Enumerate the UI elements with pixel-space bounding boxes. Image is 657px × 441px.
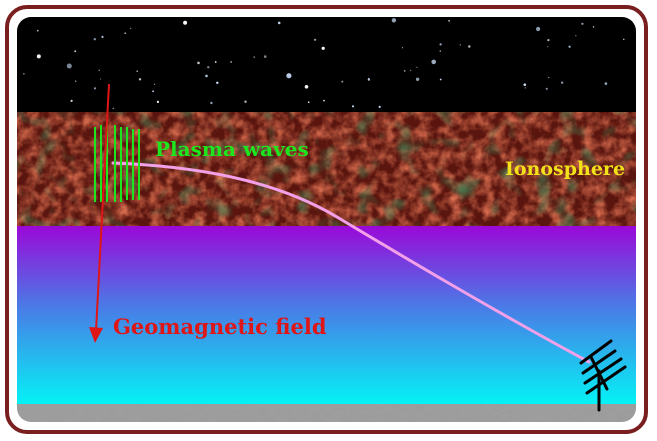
diagram-frame: Plasma waves Ionosphere Geomagnetic fiel… — [5, 5, 648, 434]
star — [93, 38, 97, 41]
star — [545, 87, 548, 90]
star — [277, 21, 281, 25]
star — [410, 69, 412, 71]
star — [321, 46, 325, 50]
plasma-waves-marker — [94, 123, 140, 202]
star — [592, 26, 595, 28]
star — [100, 78, 102, 80]
star — [307, 101, 310, 103]
star — [368, 77, 370, 79]
space-background — [17, 17, 636, 112]
star — [98, 69, 100, 71]
star — [214, 61, 217, 63]
star — [431, 59, 437, 65]
star — [154, 83, 156, 85]
star — [439, 43, 442, 46]
star — [286, 73, 292, 79]
star — [439, 78, 442, 81]
diagram-scene: Plasma waves Ionosphere Geomagnetic fiel… — [17, 17, 636, 422]
star — [523, 83, 527, 86]
star — [205, 74, 208, 78]
star — [112, 107, 115, 110]
star — [70, 99, 73, 102]
star — [216, 81, 219, 85]
star — [129, 27, 132, 30]
star — [93, 87, 97, 90]
star — [210, 101, 213, 105]
star — [536, 26, 541, 32]
star — [459, 44, 461, 46]
star — [416, 66, 418, 68]
star — [341, 80, 344, 83]
star — [36, 29, 39, 32]
stars — [23, 18, 625, 110]
star — [439, 50, 442, 52]
star — [604, 82, 608, 85]
star — [401, 47, 404, 49]
star — [547, 46, 549, 48]
star — [448, 20, 450, 22]
star — [74, 80, 77, 82]
star — [124, 32, 126, 34]
star — [581, 22, 584, 25]
star — [253, 56, 255, 58]
ionosphere-label: Ionosphere — [505, 158, 625, 180]
atmosphere-layer — [17, 226, 636, 404]
star — [304, 85, 309, 89]
star — [23, 73, 25, 75]
antenna-icon — [579, 339, 627, 412]
ray-path — [111, 161, 591, 364]
star — [152, 90, 155, 93]
star — [561, 81, 564, 84]
star — [547, 39, 550, 42]
plasma-waves-label: Plasma waves — [155, 137, 309, 161]
star — [468, 45, 471, 48]
star — [351, 105, 355, 108]
star — [207, 66, 210, 69]
star — [403, 70, 406, 72]
star — [524, 87, 526, 89]
star — [138, 78, 142, 81]
star — [74, 50, 77, 53]
star — [197, 61, 200, 65]
star — [263, 55, 267, 58]
star — [156, 100, 159, 103]
star — [391, 18, 397, 23]
star — [623, 38, 625, 40]
star — [548, 76, 550, 79]
star — [101, 35, 104, 38]
ionosphere-diagram: Plasma waves Ionosphere Geomagnetic fiel… — [17, 17, 636, 422]
star — [575, 35, 577, 37]
star — [183, 20, 188, 25]
star — [367, 78, 371, 81]
star — [378, 105, 381, 108]
star — [230, 61, 233, 63]
ground-texture — [17, 404, 636, 422]
star — [244, 100, 247, 103]
geomagnetic-field-label: Geomagnetic field — [113, 314, 327, 339]
star — [136, 70, 138, 72]
star — [314, 38, 317, 41]
star — [568, 45, 571, 48]
star — [66, 63, 72, 69]
geomagnetic-field-arrow — [89, 83, 110, 343]
star — [415, 77, 420, 81]
star — [36, 54, 41, 59]
star — [323, 99, 325, 102]
